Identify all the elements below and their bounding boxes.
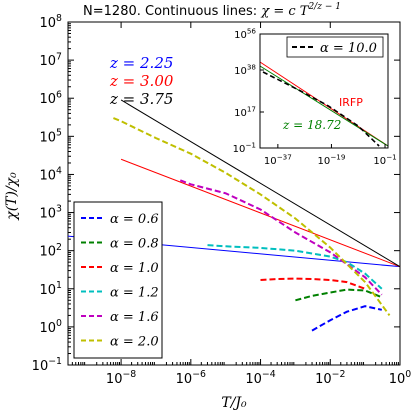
legend-label: α = 1.2 <box>110 286 159 301</box>
y-tick-label: 105 <box>40 127 63 145</box>
inset-power-law-line <box>259 65 389 147</box>
chart-title: N=1280. Continuous lines: χ = c T2/z − 1 <box>83 2 341 19</box>
inset-x-tick-label: 10−1 <box>373 153 396 168</box>
legend-label: α = 0.6 <box>110 212 159 227</box>
x-tick-label: 10−2 <box>315 369 345 387</box>
annotation-z-2-25: z = 2.25 <box>109 54 173 72</box>
inset-plot-frame <box>259 33 389 149</box>
y-tick-label: 102 <box>40 242 63 260</box>
title-formula: χ = c T <box>260 4 309 19</box>
inset-legend-label: α = 10.0 <box>320 41 377 56</box>
inset-legend: α = 10.0 <box>286 36 384 58</box>
main-plot-lines <box>67 99 401 332</box>
series-line <box>311 305 383 332</box>
y-tick-label: 107 <box>40 51 63 69</box>
y-tick-label: 100 <box>40 318 63 336</box>
annotation-z-3-75: z = 3.75 <box>109 90 173 108</box>
title-prefix: N=1280. Continuous lines: <box>83 4 261 19</box>
inset-y-tick-label: 10−1 <box>233 141 256 156</box>
y-tick-label: 106 <box>40 89 63 107</box>
legend-label: α = 2.0 <box>110 335 159 350</box>
inset-plot-lines <box>259 61 389 147</box>
legend-label: α = 1.0 <box>110 261 159 276</box>
main-plot-frame <box>67 21 401 366</box>
inset-x-tick-label: 10−19 <box>317 153 345 168</box>
inset-legend-box <box>286 36 384 58</box>
main-axis-ticks: 10−8 10−6 10−4 10−2 100 10−1 100 101 102 103 104 10… <box>32 13 412 387</box>
inset-y-tick-label: 1038 <box>234 63 256 78</box>
legend-label: α = 0.8 <box>110 237 159 252</box>
x-tick-label: 10−6 <box>176 369 206 387</box>
inset-x-tick-label: 10−37 <box>264 153 292 168</box>
series-line <box>207 244 383 290</box>
x-axis-label: T/J₀ <box>221 395 247 411</box>
main-legend: α = 0.6 α = 0.8 α = 1.0 α = 1.2 α = 1.6 α = 2… <box>73 201 163 359</box>
y-tick-label: 104 <box>40 166 63 184</box>
y-tick-label: 108 <box>40 13 63 31</box>
y-tick-label: 101 <box>40 280 63 298</box>
x-tick-label: 10−8 <box>106 369 136 387</box>
legend-box <box>73 201 163 359</box>
inset-y-tick-label: 1056 <box>234 27 256 42</box>
series-line <box>179 179 383 296</box>
legend-label: α = 1.6 <box>110 310 159 325</box>
inset-series-line <box>262 71 380 147</box>
annotation-z-3-00: z = 3.00 <box>109 72 174 90</box>
power-law-line <box>120 99 401 268</box>
inset-axis-ticks: 10−37 10−19 10−1 10−1 1017 1038 1056 <box>233 27 397 168</box>
inset-annotation-irfp: IRFP <box>339 96 363 109</box>
y-axis-label: χ(T)/χ₀ <box>4 172 20 221</box>
series-line <box>295 288 383 302</box>
inset-y-tick-label: 1017 <box>234 105 256 120</box>
x-tick-label: 100 <box>389 369 412 387</box>
x-tick-label: 10−4 <box>245 369 275 387</box>
series-line <box>260 277 366 290</box>
power-law-line <box>120 158 401 268</box>
inset-annotation-z: z = 18.72 <box>282 118 341 132</box>
y-tick-label: 10−1 <box>32 356 62 374</box>
title-exponent: 2/z − 1 <box>307 2 341 12</box>
series-line <box>113 117 391 316</box>
y-tick-label: 103 <box>40 204 63 222</box>
